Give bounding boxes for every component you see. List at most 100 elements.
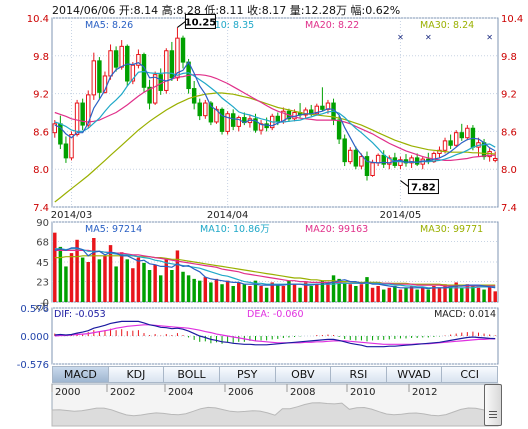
candle-body [465, 127, 470, 139]
candle-body [492, 157, 498, 161]
candle-body [348, 149, 353, 163]
candle-body [453, 132, 459, 146]
volume-bar [248, 286, 252, 302]
candle-body [147, 86, 152, 104]
candle-body [180, 37, 186, 63]
volume-bar [320, 280, 325, 302]
candle-body [219, 108, 225, 132]
candle-body [164, 50, 169, 91]
candle-body [320, 105, 325, 110]
price-tick-label-right: 7.4 [501, 203, 517, 214]
volume-bar [175, 250, 180, 302]
volume-bar [103, 255, 107, 302]
candle-body [175, 37, 180, 79]
macd-legend-macd: MACD: 0.014 [434, 309, 496, 320]
callout-label: 7.82 [411, 183, 436, 194]
volume-bar [298, 287, 302, 302]
tab-cci[interactable]: CCI [460, 368, 479, 381]
timeline-year-label: 2004 [168, 387, 193, 398]
change-label: 幅: [350, 4, 366, 17]
price-tick-label-right: 10.4 [501, 14, 523, 25]
event-marker: ✕ [397, 33, 404, 42]
candle-body [314, 105, 320, 115]
volume-bar [170, 270, 174, 302]
close-value: 8.17 [261, 4, 287, 17]
volume-bar [192, 278, 196, 302]
vol-legend-ma10: MA10: 10.86万 [200, 224, 270, 235]
volume-bar [281, 286, 286, 302]
candle-body [342, 138, 347, 163]
change-value: 0.62% [365, 4, 401, 17]
candle-body [375, 154, 381, 164]
volume-bar [186, 275, 191, 302]
date-tick-label: 2014/03 [51, 210, 93, 221]
volume-bar [242, 284, 247, 302]
tab-macd[interactable]: MACD [53, 367, 109, 382]
quote-date: 2014/06/06 [52, 4, 116, 17]
event-marker: ✕ [486, 33, 493, 42]
candle-body [91, 60, 97, 96]
volume-label: 量: [289, 4, 305, 17]
macd-legend-dif: DIF: -0.053 [54, 309, 106, 320]
tab-kdj[interactable]: KDJ [109, 367, 165, 382]
tab-psy[interactable]: PSY [220, 367, 276, 382]
volume-bar [460, 287, 464, 302]
price-tick-label-right: 8.0 [501, 165, 517, 176]
volume-bar [214, 278, 219, 302]
volume-bar [415, 289, 419, 302]
volume-bar [359, 284, 364, 302]
candle-body [370, 162, 375, 176]
volume-bar [309, 286, 313, 302]
low-value: 8.11 [219, 4, 244, 17]
candle-body [414, 157, 420, 165]
volume-bar [315, 284, 319, 302]
volume-bar [465, 284, 470, 302]
candle-body [448, 140, 453, 146]
tab-wvad[interactable]: WVAD [387, 367, 443, 382]
tab-boll[interactable]: BOLL [164, 367, 220, 382]
date-tick-label: 2014/05 [380, 210, 422, 221]
volume-bar [454, 282, 458, 302]
volume-bar [443, 284, 447, 302]
price-panel-frame [51, 17, 499, 208]
grip-line [489, 417, 497, 418]
timeline-year-label: 2012 [412, 387, 437, 398]
volume-bar [220, 284, 224, 302]
tab-rsi[interactable]: RSI [331, 367, 387, 382]
candle-body [130, 64, 136, 82]
callout-box [407, 179, 439, 195]
ma-legend-ma10: MA10: 8.35 [200, 20, 254, 31]
tab-obv[interactable]: OBV [276, 367, 332, 382]
volume-bar [158, 275, 163, 302]
callout-leader [177, 21, 186, 28]
candle-body [336, 119, 342, 140]
volume-bar [142, 262, 146, 302]
price-tick-label-left: 8.6 [33, 127, 49, 138]
volume-bar [181, 271, 185, 302]
candle-body [459, 132, 464, 139]
macd-tick-label: 0.576 [20, 304, 49, 315]
volume-bar [365, 277, 369, 302]
candle-body [119, 45, 124, 68]
volume-bar [108, 245, 113, 302]
volume-bar [136, 257, 141, 302]
macd-tick-label: -0.576 [17, 360, 49, 371]
volume-bar [426, 289, 431, 302]
timeline-scroll-handle[interactable] [484, 384, 502, 426]
volume-bar [131, 268, 135, 302]
candle-body [69, 134, 74, 159]
volume-bar [253, 280, 258, 302]
candle-body [236, 117, 241, 127]
volume-bar [69, 253, 74, 302]
volume-bar [437, 287, 442, 302]
dif-line [54, 320, 496, 348]
volume-bar [432, 286, 436, 302]
candle-body [398, 159, 403, 166]
candle-body [253, 118, 258, 131]
candle-body [442, 140, 448, 151]
candle-body [136, 54, 141, 66]
volume-tick-label: 0 [43, 298, 49, 309]
candle-body [74, 102, 80, 136]
callout-leader [400, 180, 409, 187]
date-tick-label: 2014/04 [207, 210, 249, 221]
